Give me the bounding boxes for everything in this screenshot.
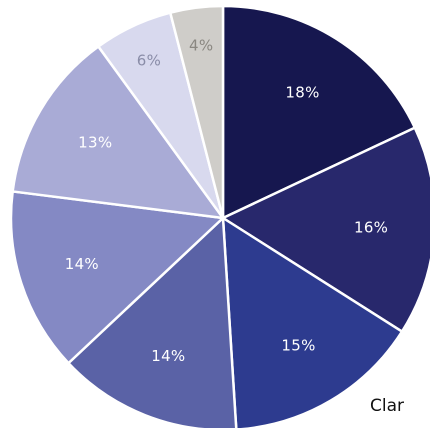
cropped-legend-text: Clar (370, 396, 404, 416)
pie-slice-1 (221, 4, 417, 220)
pie-slice-4 (67, 216, 238, 428)
pie-slices (9, 4, 430, 428)
pie-slice-8 (169, 4, 225, 220)
pie-slice-label-2: 16% (354, 218, 388, 236)
pie-slice-2 (221, 126, 430, 333)
pie-labels: 18% 16% 15% 14% 14% 13% 6% 4% (65, 37, 388, 365)
pie-slice-label-1: 18% (285, 84, 319, 102)
pie-slice-label-8: 4% (189, 37, 213, 55)
pie-slice-label-4: 14% (151, 347, 185, 365)
pie-slice-label-7: 6% (137, 52, 161, 70)
pie-slice-6 (11, 45, 225, 220)
pie-slice-label-5: 14% (65, 255, 99, 273)
pie-slice-label-3: 15% (281, 337, 315, 355)
pie-slice-5 (9, 190, 225, 365)
pie-slice-label-6: 13% (78, 133, 112, 151)
